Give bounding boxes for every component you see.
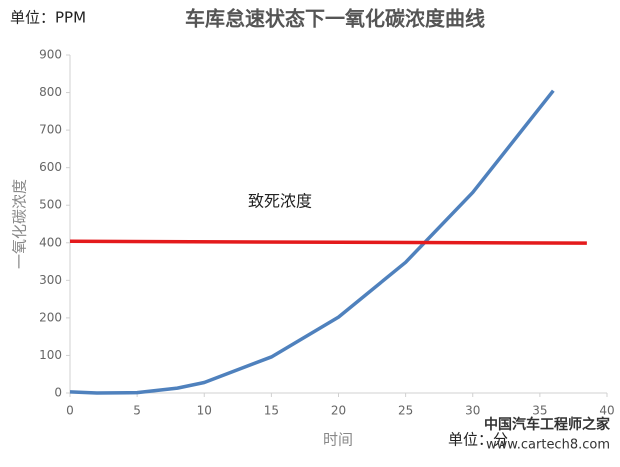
y-tick-label: 900 (39, 48, 62, 62)
y-tick-label: 100 (39, 348, 62, 362)
y-axis-label: 一氧化碳浓度 (11, 179, 29, 269)
x-tick-label: 0 (66, 404, 74, 418)
x-axis-label: 时间 (323, 431, 353, 449)
x-tick-label: 40 (599, 404, 614, 418)
x-tick-label: 30 (465, 404, 480, 418)
y-tick-label: 400 (39, 235, 62, 249)
y-tick-label: 800 (39, 85, 62, 99)
series-line (69, 239, 587, 245)
chart-title: 车库怠速状态下一氧化碳浓度曲线 (185, 7, 485, 31)
x-tick-label: 25 (398, 404, 413, 418)
y-tick-label: 0 (54, 386, 62, 400)
annotation: 致死浓度 (248, 192, 312, 211)
series-line (69, 89, 555, 395)
watermark: 中国汽车工程师之家 (484, 416, 611, 433)
x-tick-label: 35 (532, 404, 547, 418)
y-tick-label: 500 (39, 198, 62, 212)
x-unit: 单位：分 (448, 431, 508, 449)
y-unit: 单位：PPM (10, 9, 86, 27)
y-tick-label: 700 (39, 123, 62, 137)
y-tick-label: 600 (39, 160, 62, 174)
y-tick-label: 300 (39, 273, 62, 287)
y-tick-label: 200 (39, 310, 62, 324)
watermark: www.cartech8.com (486, 438, 610, 453)
x-tick-label: 10 (197, 404, 212, 418)
x-tick-label: 5 (133, 404, 141, 418)
x-tick-label: 15 (264, 404, 279, 418)
x-tick-label: 20 (331, 404, 346, 418)
